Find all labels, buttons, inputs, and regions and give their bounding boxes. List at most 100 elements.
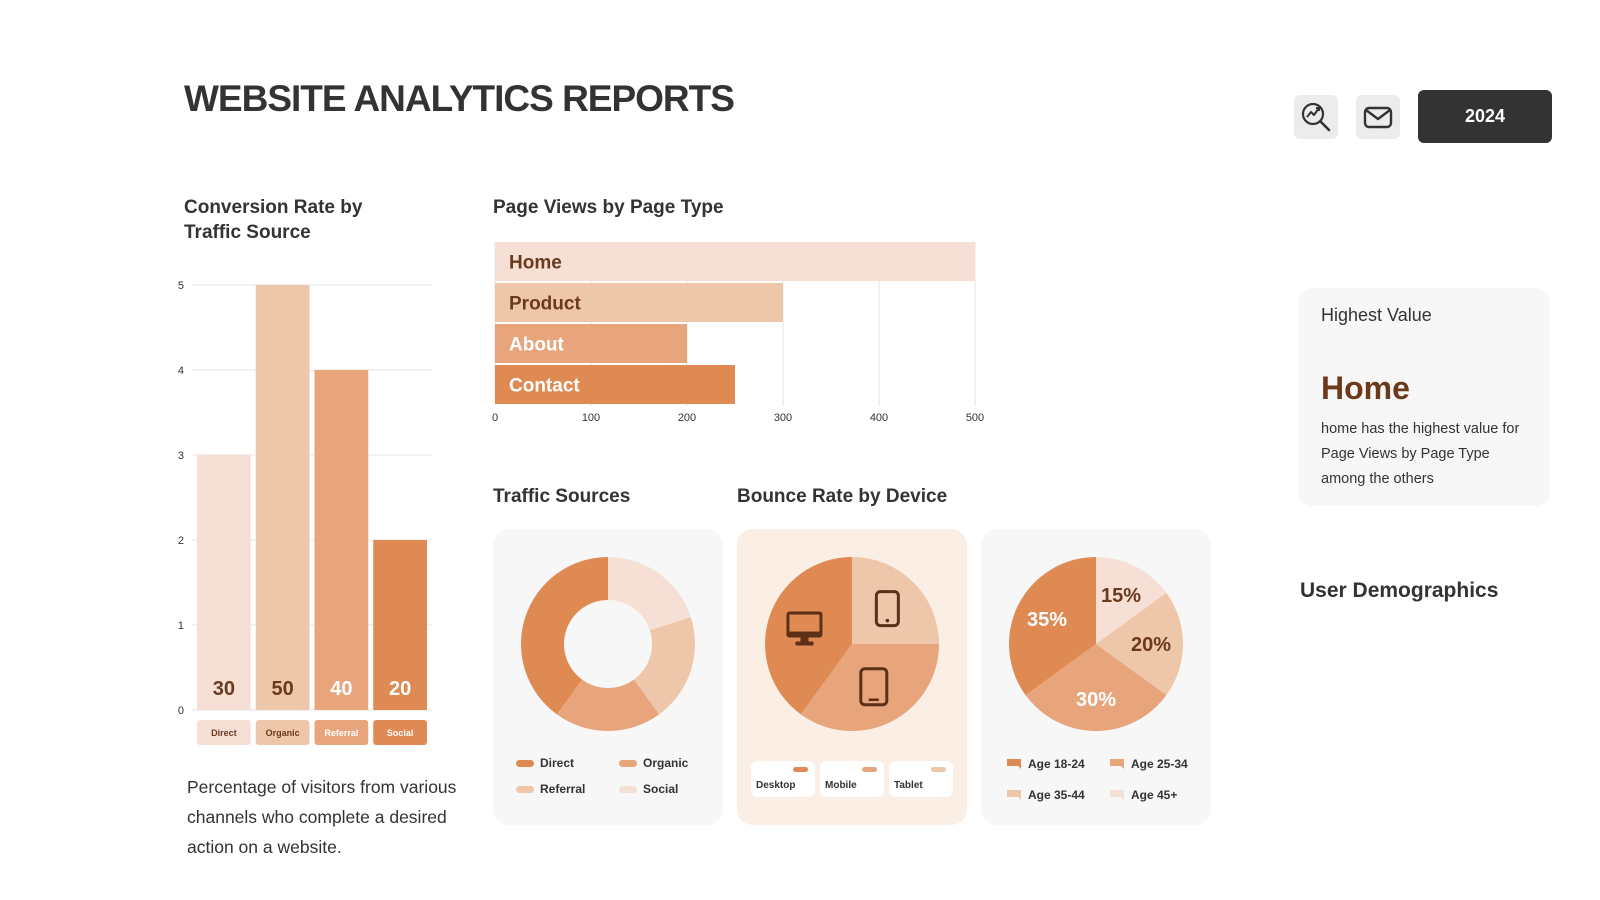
- conversion-rate-chart: 0 1 2 3 4 5 30 Direct 50 Organic 40 Referral 20 Socia…: [178, 280, 432, 745]
- bounce-rate-pie: [765, 557, 939, 731]
- bar-value-label: 30: [213, 678, 235, 700]
- search-analytics-button[interactable]: [1294, 95, 1338, 139]
- tablet-icon: [874, 590, 900, 628]
- slice-tablet[interactable]: [852, 557, 939, 644]
- legend-label: Age 25-34: [1131, 757, 1188, 771]
- device-chip-mobile: Mobile: [820, 761, 884, 797]
- user-demographics-card: 15% 20% 30% 35% Age 18-24 Age 25-34 Age 35-…: [981, 529, 1211, 825]
- category-chip: [255, 720, 310, 745]
- y-tick-label: 1: [178, 620, 184, 632]
- mobile-phone-icon: [859, 667, 889, 707]
- bar-contact[interactable]: [495, 365, 735, 404]
- y-tick-label: 0: [178, 705, 184, 717]
- x-tick-label: 100: [582, 412, 600, 424]
- x-category-label: Direct: [211, 728, 237, 738]
- bar-product[interactable]: [495, 283, 783, 322]
- slice-mobile[interactable]: [800, 644, 939, 731]
- slice-age-35-44[interactable]: [1096, 592, 1183, 696]
- legend-swatch: [1007, 759, 1021, 769]
- legend-swatch: [516, 785, 534, 793]
- slice-age-45-[interactable]: [1096, 557, 1167, 644]
- legend-item-age-35-44: Age 35-44: [1007, 788, 1085, 802]
- traffic-sources-donut: [521, 557, 695, 731]
- highest-value-card: [1298, 288, 1550, 506]
- legend-swatch: [619, 759, 637, 767]
- slice-direct[interactable]: [521, 557, 608, 715]
- legend-label: Tablet: [894, 780, 923, 791]
- y-tick-label: 5: [178, 280, 184, 292]
- bar-category-label: Product: [509, 294, 581, 315]
- desktop-icon: [786, 611, 823, 646]
- legend-swatch: [931, 767, 946, 772]
- slice-social[interactable]: [608, 557, 691, 631]
- search-analytics-icon: [1301, 102, 1331, 132]
- y-tick-label: 4: [178, 365, 184, 377]
- bar-direct[interactable]: [197, 455, 251, 710]
- x-category-label: Referral: [324, 728, 358, 738]
- legend-swatch: [1110, 790, 1124, 800]
- bar-home[interactable]: [495, 242, 975, 281]
- traffic-sources-card: Direct Organic Referral Social: [493, 529, 723, 825]
- legend-swatch: [516, 759, 534, 767]
- category-chip: [314, 720, 369, 745]
- legend-item-age-25-34: Age 25-34: [1110, 757, 1188, 771]
- mail-icon: [1363, 106, 1393, 129]
- y-tick-label: 2: [178, 535, 184, 547]
- legend-swatch: [1007, 790, 1021, 800]
- bar-value-label: 40: [330, 678, 352, 700]
- mail-button[interactable]: [1356, 95, 1400, 139]
- x-tick-label: 400: [870, 412, 888, 424]
- category-chip: [373, 720, 427, 745]
- x-tick-label: 200: [678, 412, 696, 424]
- legend-label: Organic: [643, 756, 689, 770]
- x-category-label: Social: [387, 728, 414, 738]
- highest-value-description: home has the highest value for Page View…: [1321, 421, 1520, 487]
- device-chip-tablet: Tablet: [889, 761, 953, 797]
- legend-item-age-45-plus: Age 45+: [1110, 788, 1177, 802]
- slice-value-label: 35%: [1027, 609, 1067, 631]
- bar-category-label: Contact: [509, 376, 580, 397]
- legend-label: Age 35-44: [1028, 788, 1085, 802]
- legend-label: Age 18-24: [1028, 757, 1085, 771]
- legend-label: Referral: [540, 782, 586, 796]
- slice-referral[interactable]: [633, 617, 695, 715]
- legend-item-referral: Referral: [516, 782, 585, 796]
- legend-swatch: [1110, 759, 1124, 769]
- bar-category-label: About: [509, 335, 565, 356]
- highest-value: Home: [1321, 370, 1410, 406]
- legend-label: Social: [643, 782, 679, 796]
- x-tick-label: 0: [492, 412, 498, 424]
- bar-about[interactable]: [495, 324, 687, 363]
- traffic-chart-title: Traffic Sources: [493, 486, 631, 507]
- bar-value-label: 20: [389, 678, 411, 700]
- slice-age-18-24[interactable]: [1009, 557, 1096, 696]
- bar-referral[interactable]: [314, 370, 369, 710]
- bar-organic[interactable]: [255, 285, 310, 710]
- conversion-chart-title: Conversion Rate by Traffic Source: [184, 197, 363, 243]
- year-selector-button[interactable]: 2024: [1418, 90, 1552, 143]
- conversion-chart-description: Percentage of visitors from various chan…: [187, 777, 457, 857]
- page-title: WEBSITE ANALYTICS REPORTS: [184, 78, 735, 119]
- bar-category-label: Home: [509, 253, 562, 274]
- bar-social[interactable]: [373, 540, 427, 710]
- slice-age-25-34[interactable]: [1025, 644, 1167, 731]
- bounce-rate-card: Desktop Mobile Tablet: [737, 529, 967, 825]
- legend-label: Direct: [540, 756, 575, 770]
- legend-swatch: [862, 767, 877, 772]
- legend-item-social: Social: [619, 782, 678, 796]
- bar-value-label: 50: [272, 678, 294, 700]
- user-demographics-title: User Demographics: [1300, 579, 1499, 602]
- x-tick-label: 500: [966, 412, 984, 424]
- x-tick-label: 300: [774, 412, 792, 424]
- legend-swatch: [619, 785, 637, 793]
- slice-organic[interactable]: [556, 679, 660, 731]
- highest-value-label: Highest Value: [1321, 305, 1432, 325]
- slice-value-label: 20%: [1131, 634, 1171, 656]
- device-chip-desktop: Desktop: [751, 761, 815, 797]
- legend-item-direct: Direct: [516, 756, 574, 770]
- y-tick-label: 3: [178, 450, 184, 462]
- bounce-chart-title: Bounce Rate by Device: [737, 486, 948, 507]
- slice-value-label: 30%: [1076, 689, 1116, 711]
- slice-value-label: 15%: [1101, 585, 1141, 607]
- legend-item-organic: Organic: [619, 756, 688, 770]
